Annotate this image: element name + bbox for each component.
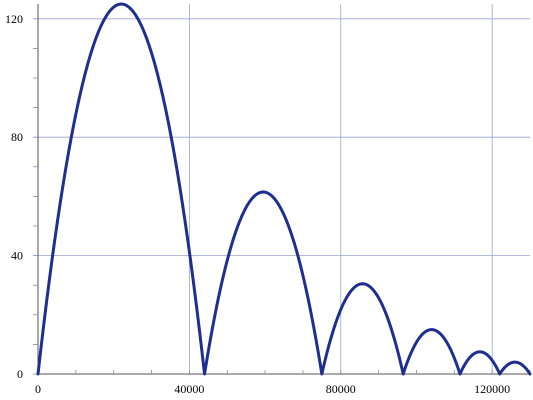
axes [37, 4, 530, 375]
x-tick-label: 80000 [326, 382, 356, 396]
x-tick-label: 40000 [174, 382, 204, 396]
y-tick-label: 120 [5, 12, 23, 26]
y-tick-label: 40 [11, 249, 23, 263]
series [36, 2, 532, 376]
minor-ticks [33, 18, 531, 375]
y-tick-label: 0 [17, 367, 23, 381]
x-tick-label: 0 [35, 382, 41, 396]
grid [38, 4, 530, 374]
tick-labels: 0 40000 80000 120000 0 40 80 120 [5, 12, 510, 396]
y-tick-label: 80 [11, 130, 23, 144]
x-tick-label: 120000 [474, 382, 510, 396]
series-line [36, 2, 532, 376]
